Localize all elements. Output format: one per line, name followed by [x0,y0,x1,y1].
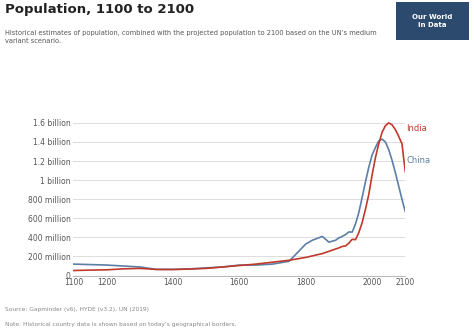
Text: China: China [406,156,430,165]
Text: India: India [406,124,427,133]
Text: Our World
in Data: Our World in Data [412,14,453,28]
Text: Note: Historical country data is shown based on today’s geographical borders.: Note: Historical country data is shown b… [5,322,236,327]
Text: Historical estimates of population, combined with the projected population to 21: Historical estimates of population, comb… [5,30,376,43]
Text: Population, 1100 to 2100: Population, 1100 to 2100 [5,3,194,16]
Text: Source: Gapminder (v6), HYDE (v3.2), UN (2019): Source: Gapminder (v6), HYDE (v3.2), UN … [5,307,149,312]
